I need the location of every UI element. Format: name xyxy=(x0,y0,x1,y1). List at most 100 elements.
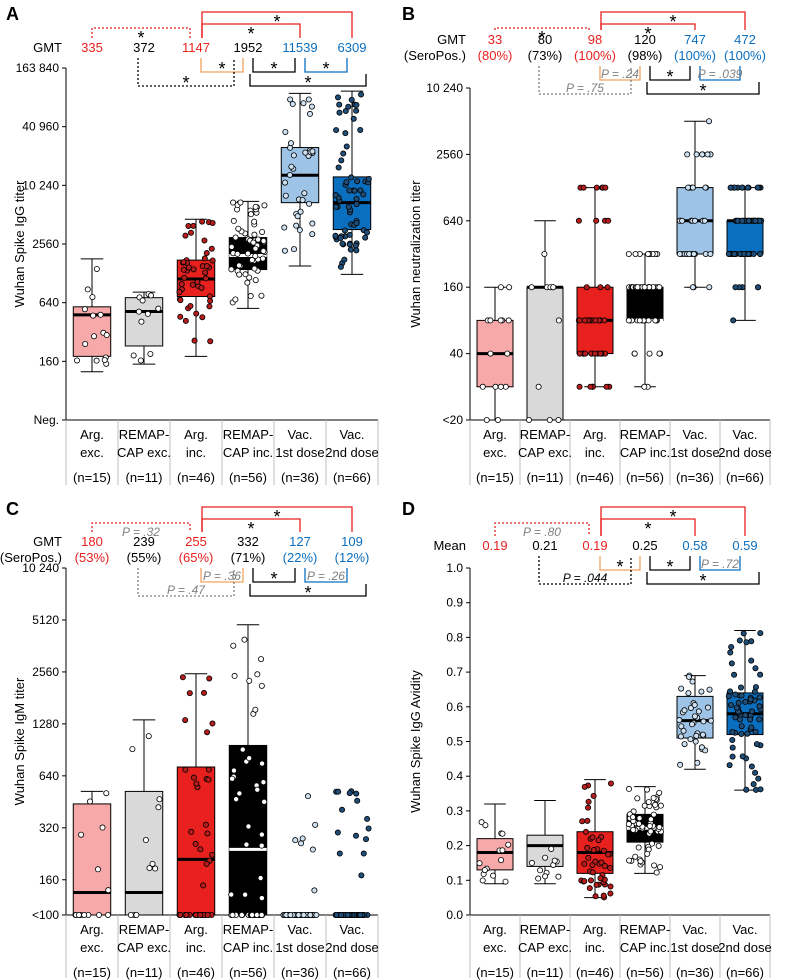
data-point xyxy=(350,115,357,122)
data-point xyxy=(698,688,705,695)
significance-label: * xyxy=(247,24,254,44)
header-value: (12%) xyxy=(335,550,370,565)
significance-label: * xyxy=(669,507,676,527)
data-point xyxy=(252,253,259,260)
data-point xyxy=(750,250,757,257)
significance-bracket-below xyxy=(200,568,244,583)
significance-label: * xyxy=(322,59,329,79)
data-point xyxy=(252,277,259,284)
data-point xyxy=(237,199,244,206)
data-point xyxy=(235,225,242,232)
data-point xyxy=(653,869,660,876)
data-point xyxy=(82,340,89,347)
category-label: 1st dose xyxy=(275,445,324,460)
data-point xyxy=(181,274,188,281)
data-point xyxy=(86,798,93,805)
data-point xyxy=(258,895,265,902)
category-n-label: (n=11) xyxy=(126,965,163,980)
header-value: 1952 xyxy=(234,40,263,55)
data-point xyxy=(182,717,189,724)
data-point xyxy=(607,780,614,787)
significance-bracket-above xyxy=(494,27,590,30)
data-point xyxy=(644,786,651,793)
data-point xyxy=(756,694,763,701)
box-6 xyxy=(332,788,372,919)
significance-bracket-above xyxy=(91,522,191,532)
data-point xyxy=(353,102,360,109)
data-point xyxy=(647,816,654,823)
y-tick-label: 0.1 xyxy=(446,873,463,887)
data-point xyxy=(537,867,544,874)
data-point xyxy=(585,854,592,861)
data-point xyxy=(252,245,259,252)
header-value: 6309 xyxy=(338,40,367,55)
header-value: 335 xyxy=(81,40,103,55)
data-point xyxy=(632,250,639,257)
data-point xyxy=(247,293,254,300)
data-point xyxy=(595,837,602,844)
data-point xyxy=(600,847,607,854)
data-point xyxy=(233,796,240,803)
data-point xyxy=(147,350,154,357)
data-point xyxy=(752,665,759,672)
data-point xyxy=(347,246,354,253)
data-point xyxy=(177,313,184,320)
data-point xyxy=(290,152,297,159)
data-point xyxy=(582,350,589,357)
data-point xyxy=(286,171,293,178)
data-point xyxy=(191,337,198,344)
y-tick-label: 0.2 xyxy=(446,839,463,853)
data-point xyxy=(689,184,696,191)
data-point xyxy=(505,841,512,848)
significance-label: * xyxy=(538,28,545,48)
header-row: GMT(SeroPos.)33(80%)80(73%)98(100%)120(9… xyxy=(404,32,766,63)
data-point xyxy=(497,383,504,390)
category-label: Arg. xyxy=(483,922,507,937)
data-point xyxy=(336,109,343,116)
data-point xyxy=(630,826,637,833)
data-point xyxy=(742,712,749,719)
data-point xyxy=(251,265,258,272)
data-point xyxy=(358,872,365,879)
data-point xyxy=(727,701,734,708)
category-label: REMAP- xyxy=(223,922,274,937)
data-point xyxy=(344,912,351,919)
data-point xyxy=(244,279,251,286)
y-tick-label: 160 xyxy=(39,354,59,368)
category-label: 2nd dose xyxy=(718,445,772,460)
data-point xyxy=(133,912,140,919)
data-point xyxy=(738,692,745,699)
box-body xyxy=(526,286,564,421)
significance-bracket-below xyxy=(200,58,244,73)
data-point xyxy=(690,250,697,257)
category-label: Arg. xyxy=(184,427,208,442)
data-point xyxy=(282,179,289,186)
data-point xyxy=(177,297,184,304)
significance-bracket-above xyxy=(201,23,301,38)
significance-bracket-below xyxy=(252,568,296,583)
data-point xyxy=(351,187,358,194)
data-point xyxy=(728,660,735,667)
category-label: 1st dose xyxy=(275,940,324,955)
data-point xyxy=(345,203,352,210)
data-point xyxy=(497,284,504,291)
data-point xyxy=(551,857,558,864)
category-n-label: (n=36) xyxy=(281,965,319,980)
data-point xyxy=(592,893,599,900)
header-value: 239 xyxy=(133,534,155,549)
data-point xyxy=(202,269,209,276)
significance-bracket-below xyxy=(304,568,348,583)
category-n-label: (n=46) xyxy=(177,965,215,980)
data-point xyxy=(258,831,265,838)
category-n-label: (n=15) xyxy=(73,470,111,485)
data-point xyxy=(300,100,307,107)
significance-bracket-below xyxy=(137,568,235,597)
data-point xyxy=(201,255,208,262)
category-label: Arg. xyxy=(80,427,104,442)
data-point xyxy=(360,850,367,857)
data-point xyxy=(676,717,683,724)
data-point xyxy=(298,840,305,847)
significance-bracket-below xyxy=(646,82,760,95)
data-point xyxy=(601,863,608,870)
data-point xyxy=(607,883,614,890)
